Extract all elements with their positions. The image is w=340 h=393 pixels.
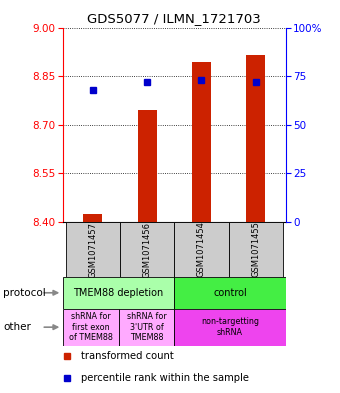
Text: GSM1071455: GSM1071455 bbox=[251, 222, 260, 277]
Text: GSM1071454: GSM1071454 bbox=[197, 222, 206, 277]
Bar bbox=[174, 277, 286, 309]
Bar bbox=[63, 277, 174, 309]
Bar bbox=[174, 222, 228, 277]
Bar bbox=[63, 309, 119, 346]
Bar bbox=[228, 222, 283, 277]
Bar bbox=[246, 55, 265, 222]
Bar bbox=[120, 222, 174, 277]
Bar bbox=[192, 62, 211, 222]
Bar bbox=[66, 222, 120, 277]
Text: control: control bbox=[213, 288, 247, 298]
Text: transformed count: transformed count bbox=[81, 351, 173, 361]
Bar bbox=[138, 110, 157, 222]
Text: non-targetting
shRNA: non-targetting shRNA bbox=[201, 318, 259, 337]
Text: shRNA for
3'UTR of
TMEM88: shRNA for 3'UTR of TMEM88 bbox=[126, 312, 166, 342]
Text: GSM1071457: GSM1071457 bbox=[88, 222, 97, 277]
Bar bbox=[119, 309, 174, 346]
Text: TMEM88 depletion: TMEM88 depletion bbox=[73, 288, 164, 298]
Bar bbox=[174, 309, 286, 346]
Text: percentile rank within the sample: percentile rank within the sample bbox=[81, 373, 249, 384]
Text: GSM1071456: GSM1071456 bbox=[142, 222, 152, 277]
Text: other: other bbox=[3, 322, 31, 332]
Title: GDS5077 / ILMN_1721703: GDS5077 / ILMN_1721703 bbox=[87, 12, 261, 25]
Text: protocol: protocol bbox=[3, 288, 46, 298]
Text: shRNA for
first exon
of TMEM88: shRNA for first exon of TMEM88 bbox=[69, 312, 113, 342]
Bar bbox=[83, 214, 102, 222]
